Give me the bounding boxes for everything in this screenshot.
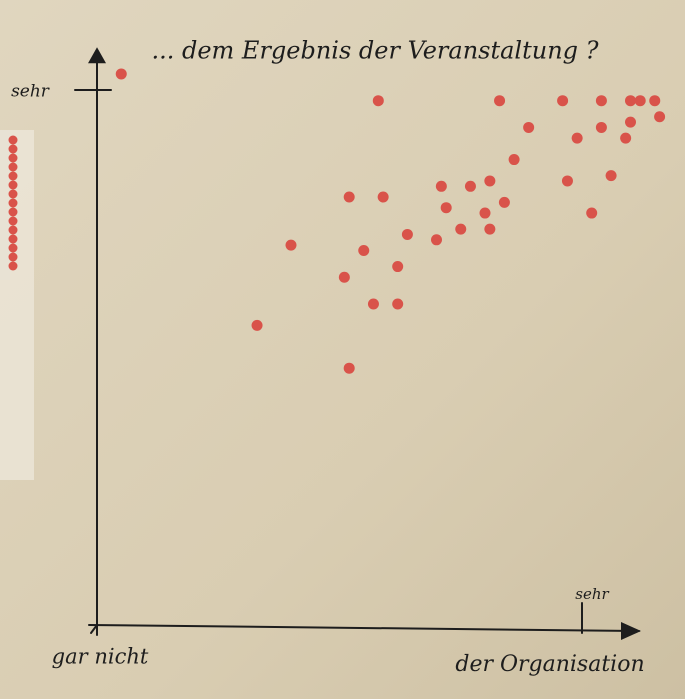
data-dot [635,95,646,106]
sticker-dots [9,136,18,271]
data-dot [484,175,495,186]
sticker-dot [9,190,18,199]
sticker-dot [9,136,18,145]
sticker-dot [9,154,18,163]
data-dot [465,181,476,192]
data-dot [494,95,505,106]
chart-title: ... dem Ergebnis der Veranstaltung ? [151,37,598,65]
data-dot [480,208,491,219]
sticker-dot [9,199,18,208]
data-dot [339,272,350,283]
sticker-dot [9,145,18,154]
x-tick-label: gar nicht [52,645,149,669]
data-dot [378,192,389,203]
data-dot [562,175,573,186]
sticker-dot [9,235,18,244]
data-dot [484,224,495,235]
data-dot [523,122,534,133]
data-dot [252,320,263,331]
data-dot [392,299,403,310]
data-dot [654,111,665,122]
data-dot [358,245,369,256]
data-dot [402,229,413,240]
data-dot [373,95,384,106]
chart: ... dem Ergebnis der Veranstaltung ? der… [0,0,685,699]
sticker-dot [9,253,18,262]
data-dot [596,95,607,106]
data-dot [557,95,568,106]
data-dot [116,68,127,79]
data-dot [392,261,403,272]
data-dot [286,240,297,251]
data-dot [620,133,631,144]
data-dot [436,181,447,192]
data-dot [431,234,442,245]
sticker-dot [9,181,18,190]
data-dot [586,208,597,219]
data-dot [649,95,660,106]
sticker-dot [9,172,18,181]
data-dot [455,224,466,235]
sticker-dot [9,262,18,271]
data-dot [368,299,379,310]
data-dot [499,197,510,208]
data-dot [344,192,355,203]
sticker-dot [9,226,18,235]
data-dot [572,133,583,144]
x-axis-label: der Organisation [455,652,644,677]
data-dot [344,363,355,374]
sticker-dot [9,208,18,217]
sticker-dot [9,244,18,253]
data-dot [596,122,607,133]
sticker-dot [9,217,18,226]
page: ... dem Ergebnis der Veranstaltung ? der… [0,0,685,699]
y-tick-label: sehr [11,82,50,102]
data-dot [606,170,617,181]
x-tick-label: sehr [575,585,609,603]
data-dot [441,202,452,213]
data-dot [509,154,520,165]
data-dot [625,117,636,128]
data-dot [625,95,636,106]
sticker-dot [9,163,18,172]
sticker-sheet [0,130,34,480]
